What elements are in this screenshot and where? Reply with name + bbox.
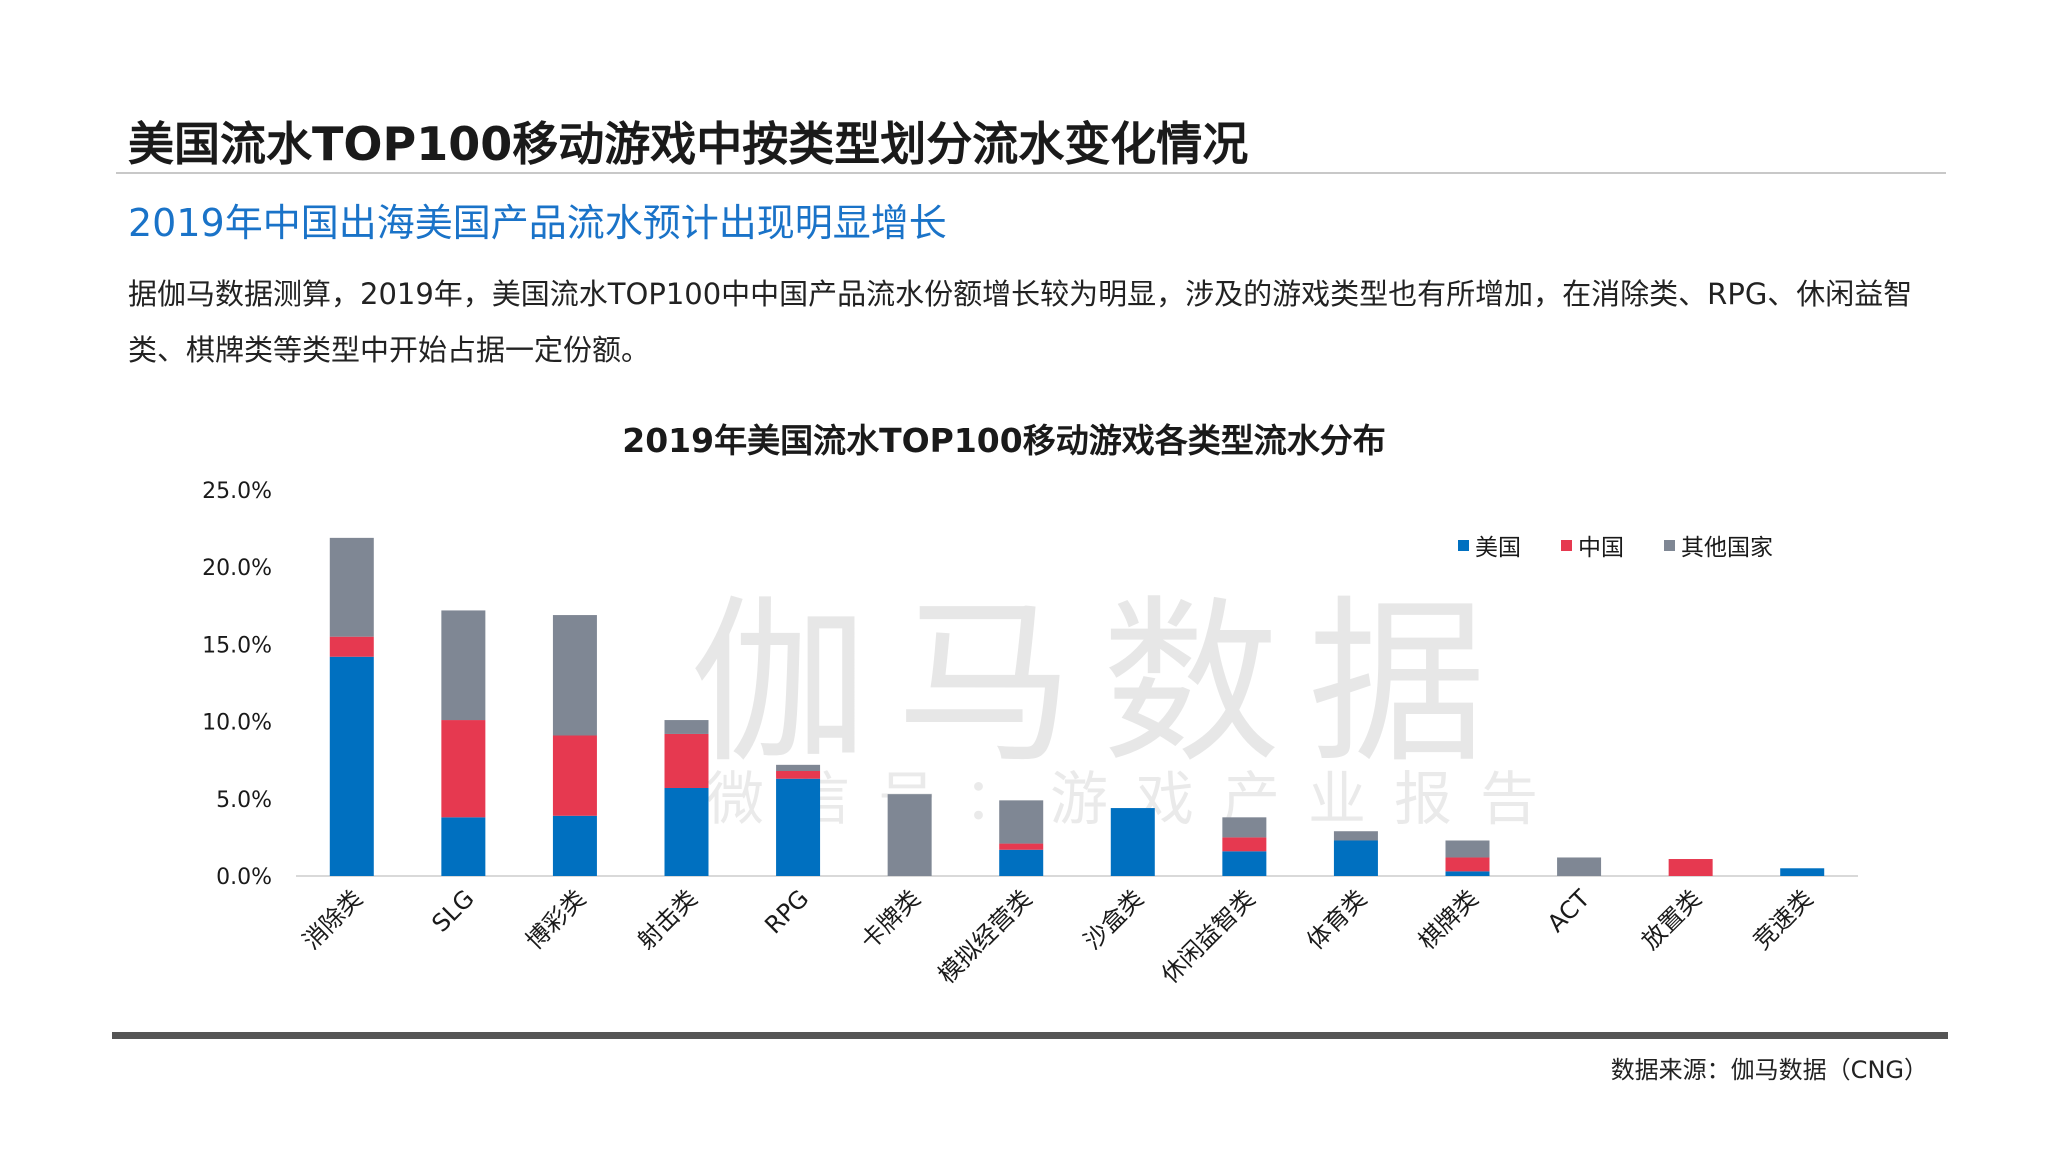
footer-divider [112,1032,1948,1039]
chart-title: 2019年美国流水TOP100移动游戏各类型流水分布 [622,421,1386,460]
y-tick-label: 0.0% [216,865,272,890]
x-tick-label: 博彩类 [520,884,591,955]
x-tick-label: 射击类 [632,884,703,955]
y-tick-label: 20.0% [202,556,272,581]
x-tick-label: 棋牌类 [1413,884,1484,955]
x-tick-label: 沙盒类 [1078,884,1149,955]
page-subtitle: 2019年中国出海美国产品流水预计出现明显增长 [128,201,947,245]
legend-label-china: 中国 [1578,535,1624,561]
legend-item-us: 美国 [1458,528,1521,562]
x-tick-label: 体育类 [1301,884,1372,955]
bar-segment-china [552,735,597,816]
bar-segment-other [1333,831,1378,841]
legend-label-us: 美国 [1475,535,1521,561]
x-tick-label: SLG [426,884,479,937]
y-tick-label: 25.0% [202,479,272,504]
x-tick-label: 放置类 [1636,884,1707,955]
y-tick-label: 15.0% [202,633,272,658]
x-tick-label: ACT [1542,884,1596,938]
bar-segment-china [664,733,709,788]
bar-segment-other [329,537,374,637]
bar-segment-other [776,764,821,772]
page-title: 美国流水TOP100移动游戏中按类型划分流水变化情况 [128,117,1249,171]
bar-segment-us [552,815,597,876]
data-source: 数据来源：伽马数据（CNG） [1610,1056,1928,1084]
bar-segment-other [999,800,1044,844]
y-tick-label: 10.0% [202,711,272,736]
chart-legend: 美国 中国 其他国家 [1458,528,1773,562]
legend-item-other: 其他国家 [1664,528,1773,562]
body-paragraph: 据伽马数据测算，2019年，美国流水TOP100中中国产品流水份额增长较为明显，… [128,277,1913,367]
y-tick-label: 5.0% [216,788,272,813]
legend-swatch-china [1561,539,1572,551]
bar-segment-us [776,778,821,876]
bar-segment-other [1222,817,1267,838]
legend-swatch-us [1458,539,1469,551]
bar-segment-other [664,720,709,734]
bar-segment-other [887,794,932,876]
bar-segment-us [1110,808,1155,876]
x-tick-label: 消除类 [297,884,368,955]
x-tick-label: RPG [759,884,814,939]
bar-segment-us [1333,840,1378,876]
bar-segment-china [329,636,374,657]
x-tick-label: 竞速类 [1748,884,1819,955]
bar-segment-us [441,817,486,876]
bar-segment-china [776,771,821,779]
bar-segment-other [1445,840,1490,858]
bar-segment-us [1780,868,1825,876]
x-tick-label: 卡牌类 [855,884,926,955]
x-tick-label: 模拟经营类 [933,884,1038,989]
x-tick-label: 休闲益智类 [1156,884,1261,989]
bar-segment-china [1668,859,1713,876]
bar-segment-china [999,843,1044,850]
bar-segment-us [664,787,709,876]
bar-segment-china [1222,837,1267,852]
legend-swatch-other [1664,539,1675,551]
bar-segment-us [329,656,374,876]
bar-segment-us [1445,871,1490,876]
watermark-logo-text: 伽马数据 [690,580,1514,787]
bar-segment-us [999,849,1044,876]
bar-segment-other [552,615,597,736]
bar-segment-china [1445,857,1490,872]
bar-segment-china [441,720,486,818]
legend-item-china: 中国 [1561,528,1624,562]
bar-segment-us [1222,851,1267,876]
legend-label-other: 其他国家 [1681,535,1773,561]
bar-segment-other [1557,857,1602,876]
title-divider [116,172,1946,174]
bar-segment-other [441,610,486,721]
